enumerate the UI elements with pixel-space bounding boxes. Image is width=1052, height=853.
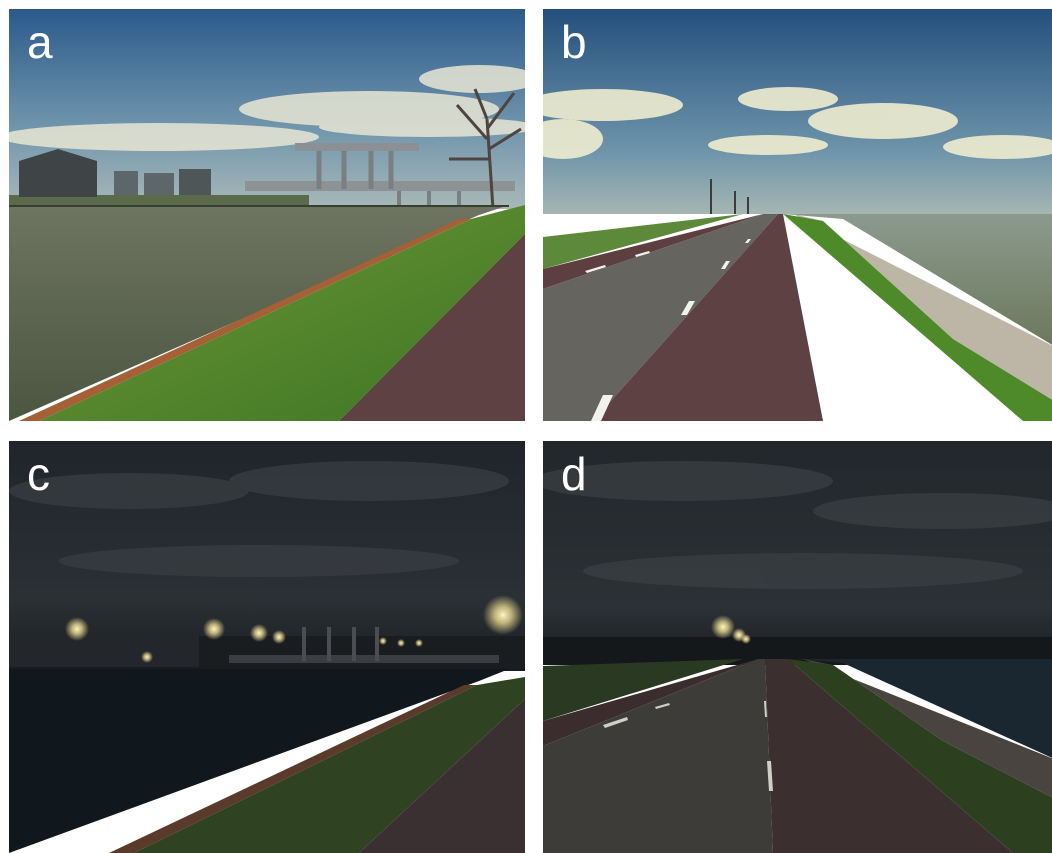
grass-left [543,214,743,269]
panel-label-c: c [27,448,50,500]
asphalt-lane [543,214,778,421]
street-lamps [711,615,751,644]
gravel-path [339,234,525,421]
grass-night [134,677,525,853]
scene-panel-b: b [543,9,1052,421]
drawbridge [245,143,515,209]
day-canal-scene [9,9,525,421]
night-clouds [543,461,1052,589]
grass-right-night [788,659,1052,853]
gravel-lane-night [765,659,1013,853]
night-dike-road-scene [543,441,1052,853]
scene-panel-c: c [9,441,525,853]
lampposts [710,179,749,214]
panel-label-b: b [561,16,587,68]
day-dike-road-scene [543,9,1052,421]
clouds [543,87,1052,159]
scene-panel-a: a [9,9,525,421]
night-canal-scene [9,441,525,853]
house-silhouettes [9,633,199,667]
sea-water [783,214,1052,345]
gravel-night [359,699,525,853]
sea-water-night [793,659,1052,758]
canal-edge-night [109,685,477,853]
gravel-lane [593,214,823,421]
asphalt-lane-night [543,659,773,853]
bare-tree [449,88,522,210]
canal-water-night [9,669,509,853]
grass-right [783,214,1052,421]
clouds [9,65,525,151]
houses [19,149,211,197]
far-bank [9,195,309,205]
grass-strip [39,205,525,421]
road-dashes-night [603,701,773,791]
grass-left-night [543,659,743,721]
canal-edge-bricks [19,219,471,421]
night-clouds [9,461,509,577]
drawbridge-night [229,627,499,663]
street-lamps [65,595,523,663]
panel-label-d: d [561,448,587,500]
stone-revetment-night [803,659,1052,798]
canal-water [9,205,509,421]
road-dashes [585,239,751,421]
stone-revetment [793,214,1052,400]
scene-panel-d: d [543,441,1052,853]
panel-label-a: a [27,16,53,68]
